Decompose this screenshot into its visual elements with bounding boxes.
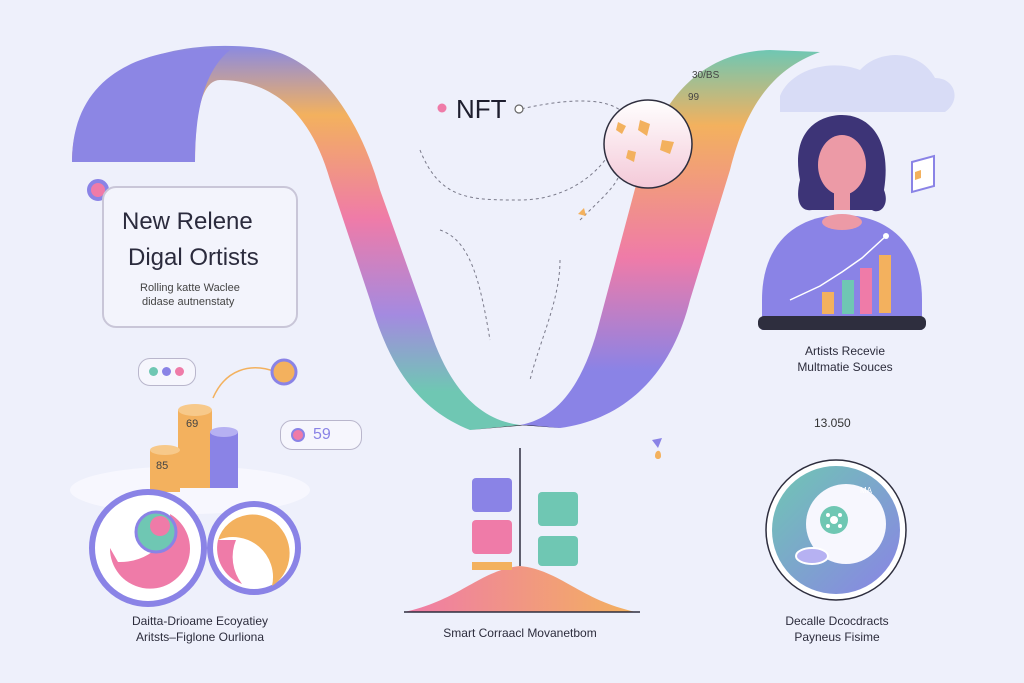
title-line-2: Digal Ortists: [128, 244, 259, 271]
dot-pink: [175, 367, 184, 376]
ribbon-right-arc: [520, 50, 820, 428]
block-pink[interactable]: [472, 520, 512, 554]
title-line-1: New Relene: [122, 208, 253, 235]
cylinder-purple: [210, 427, 238, 488]
subtitle-line-1: Rolling katte Waclee: [140, 282, 240, 294]
value-badge[interactable]: 59: [280, 420, 362, 450]
nft-token-orb[interactable]: [603, 99, 693, 189]
payments-caption-1: Decalle Dcocdracts: [785, 614, 889, 628]
artist-caption-2: Multmatie Souces: [797, 360, 893, 374]
payments-caption-2: Payneus Fisime: [794, 630, 880, 644]
block-teal-2[interactable]: [538, 536, 578, 566]
title-card: New Relene Digal Ortists Rolling katte W…: [102, 186, 298, 328]
block-purple[interactable]: [472, 478, 512, 512]
nft-label: NFT: [456, 94, 507, 124]
contract-caption: Smart Corraacl Movanetbom: [443, 626, 597, 640]
dot-teal: [149, 367, 158, 376]
chat-bubble[interactable]: [138, 358, 196, 386]
badge-value: 59: [313, 426, 331, 443]
nft-dot-left: [437, 103, 447, 113]
stat-value: 13.050: [814, 416, 851, 430]
ribbon-left-cap: [72, 49, 230, 162]
ecosystem-caption-2: Aritsts–Figlone Ourliona: [135, 630, 265, 644]
ecosystem-caption-1: Daitta-Drioame Ecoyatiey: [131, 614, 269, 628]
cursor-arrow: [652, 438, 662, 448]
ecosystem-ring-right: [207, 501, 301, 595]
badge-dot: [291, 428, 305, 442]
artist-bar-chart: [789, 233, 893, 315]
cylinder-front: [150, 445, 180, 492]
node-dot-orange[interactable]: [270, 358, 298, 386]
connector-lines: [419, 100, 621, 381]
token-fragments: [616, 120, 674, 162]
cylinder-back-label: 69: [186, 418, 199, 430]
connector-orange: [212, 367, 277, 399]
subtitle-line-2: didase autnenstaty: [142, 296, 235, 308]
dot-purple: [162, 367, 171, 376]
top-code-1: 30/BS: [692, 70, 720, 81]
payments-disc: [765, 459, 907, 601]
artist-caption-1: Artists Recevie: [804, 344, 886, 358]
spark-fragment: [578, 208, 586, 216]
disc-mini-label: MA: [860, 486, 872, 495]
block-teal[interactable]: [538, 492, 578, 526]
cylinder-back: [178, 404, 212, 488]
cloud-shape: [780, 55, 955, 112]
ribbon-fold: [470, 425, 560, 430]
nft-dot-right: [514, 104, 524, 114]
ecosystem-ring-left: [89, 489, 207, 607]
cylinder-front-label: 85: [156, 460, 169, 472]
tablet-icon: [911, 154, 935, 194]
top-code-2: 99: [688, 92, 700, 103]
distribution-hill: [404, 566, 636, 612]
